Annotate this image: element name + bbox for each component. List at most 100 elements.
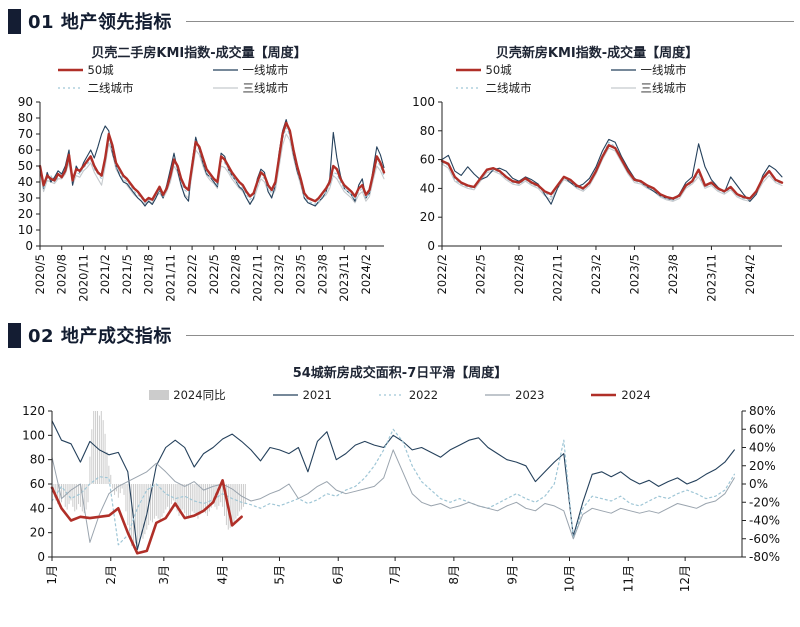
svg-text:2022/5: 2022/5 <box>207 254 221 294</box>
section-title-1: 01 地产领先指标 <box>28 8 172 34</box>
svg-text:2022/5: 2022/5 <box>473 254 487 294</box>
legend-line-swatch <box>610 87 636 89</box>
svg-text:2023/8: 2023/8 <box>666 254 680 294</box>
svg-text:12月: 12月 <box>678 565 692 592</box>
svg-text:2022/11: 2022/11 <box>250 254 264 302</box>
section-number: 01 <box>28 12 55 33</box>
svg-text:100: 100 <box>412 96 435 109</box>
svg-text:60%: 60% <box>749 422 776 436</box>
svg-text:2021/2: 2021/2 <box>98 254 112 294</box>
legend-line-swatch <box>455 68 481 72</box>
svg-text:2021/8: 2021/8 <box>142 254 156 294</box>
svg-text:-80%: -80% <box>749 550 780 564</box>
legend-label: 2023 <box>515 388 545 402</box>
svg-text:90: 90 <box>18 96 33 109</box>
svg-text:2023/5: 2023/5 <box>294 254 308 294</box>
svg-text:2023/5: 2023/5 <box>627 254 641 294</box>
svg-text:80: 80 <box>30 453 45 467</box>
svg-text:2024/2: 2024/2 <box>359 254 373 294</box>
legend-label: 一线城市 <box>640 63 687 77</box>
legend-item: 一线城市 <box>212 62 342 78</box>
legend-bar-swatch <box>149 390 170 400</box>
svg-text:80: 80 <box>18 111 33 125</box>
svg-text:30: 30 <box>18 191 33 205</box>
svg-text:2023/11: 2023/11 <box>704 254 718 302</box>
svg-text:8月: 8月 <box>447 565 461 585</box>
plot-area-54city: 0 20 40 60 80 100 120 -80% -60% -40% -20% 0% 20% 40% 6… <box>22 405 780 592</box>
section-marker-icon <box>8 8 21 34</box>
legend-item: 50城 <box>57 62 212 78</box>
svg-text:100: 100 <box>22 428 45 442</box>
svg-text:0: 0 <box>25 239 33 253</box>
svg-text:2月: 2月 <box>104 565 118 585</box>
svg-text:10: 10 <box>18 223 33 237</box>
svg-text:40: 40 <box>30 501 45 515</box>
svg-text:40%: 40% <box>749 441 776 455</box>
svg-text:10月: 10月 <box>563 565 577 592</box>
legend-label: 二线城市 <box>485 81 532 95</box>
legend-item: 2024 <box>590 388 651 402</box>
legend-label: 三线城市 <box>242 81 289 95</box>
svg-text:40: 40 <box>18 175 33 189</box>
svg-text:2022/2: 2022/2 <box>185 254 199 294</box>
svg-text:2020/8: 2020/8 <box>55 254 69 294</box>
svg-text:1月: 1月 <box>45 565 59 585</box>
svg-text:20%: 20% <box>749 459 776 473</box>
plot-kmi-resale: 0 10 20 30 40 50 60 70 80 90 2020/5 2020/8 2020/11 20… <box>18 96 386 302</box>
legend-item: 三线城市 <box>610 80 740 96</box>
chart-kmi-new: 贝壳新房KMI指数-成交量【周度】 50城 一线城市 二线城市 三线城市 0 20 40 6… <box>398 36 796 314</box>
section-title-2: 02 地产成交指标 <box>28 322 172 348</box>
svg-text:2022/11: 2022/11 <box>550 254 564 302</box>
chart-area-54city: 54城新房成交面积-7日平滑【周度】 2024同比 2021 2022 2023 202… <box>0 362 800 627</box>
section-marker-icon <box>8 322 21 348</box>
svg-text:20: 20 <box>420 210 435 224</box>
legend-line-swatch <box>378 394 404 396</box>
svg-text:11月: 11月 <box>621 565 635 592</box>
svg-text:2023/2: 2023/2 <box>272 254 286 294</box>
svg-text:2022/8: 2022/8 <box>512 254 526 294</box>
legend-line-swatch <box>212 69 238 71</box>
legend-line-swatch <box>455 87 481 89</box>
section-rule <box>185 20 794 22</box>
legend-label: 一线城市 <box>242 63 289 77</box>
legend-label: 三线城市 <box>640 81 687 95</box>
svg-text:60: 60 <box>420 153 435 167</box>
section-header-2: 02 地产成交指标 <box>0 320 800 350</box>
legend-line-swatch <box>212 87 238 89</box>
svg-text:20: 20 <box>30 526 45 540</box>
svg-text:2021/5: 2021/5 <box>120 254 134 294</box>
legend-kmi-resale: 50城 一线城市二线城市 三线城市 <box>57 62 342 96</box>
legend-label: 2022 <box>408 388 439 402</box>
legend-line-swatch <box>57 68 83 72</box>
svg-text:2022/8: 2022/8 <box>229 254 243 294</box>
svg-text:2021/11: 2021/11 <box>163 254 177 302</box>
svg-text:-40%: -40% <box>749 514 780 528</box>
svg-text:40: 40 <box>420 181 435 195</box>
legend-item: 2021 <box>272 388 332 402</box>
svg-text:2023/11: 2023/11 <box>337 254 351 302</box>
svg-text:2020/5: 2020/5 <box>33 254 47 294</box>
chart-title-kmi-resale: 贝壳二手房KMI指数-成交量【周度】 <box>91 46 307 61</box>
svg-text:60: 60 <box>18 143 33 157</box>
section-name: 地产成交指标 <box>60 326 172 347</box>
svg-text:2023/2: 2023/2 <box>589 254 603 294</box>
svg-text:20: 20 <box>18 207 33 221</box>
legend-label: 2021 <box>302 388 332 402</box>
svg-text:-60%: -60% <box>749 532 780 546</box>
svg-text:3月: 3月 <box>157 565 171 585</box>
svg-text:2022/2: 2022/2 <box>435 254 449 294</box>
legend-item: 一线城市 <box>610 62 740 78</box>
svg-text:0: 0 <box>37 550 45 564</box>
chart-title-area-54city: 54城新房成交面积-7日平滑【周度】 <box>292 366 508 381</box>
legend-item: 二线城市 <box>57 80 212 96</box>
legend-line-swatch <box>57 87 83 89</box>
section-number: 02 <box>28 326 55 347</box>
svg-text:9月: 9月 <box>506 565 520 585</box>
section-header-1: 01 地产领先指标 <box>0 6 800 36</box>
legend-item: 三线城市 <box>212 80 342 96</box>
svg-text:2024/2: 2024/2 <box>743 254 757 294</box>
section-rule <box>185 334 794 336</box>
chart-kmi-resale: 贝壳二手房KMI指数-成交量【周度】 50城 一线城市二线城市 三线城市 0 10 20… <box>0 36 398 314</box>
svg-text:-20%: -20% <box>749 495 780 509</box>
